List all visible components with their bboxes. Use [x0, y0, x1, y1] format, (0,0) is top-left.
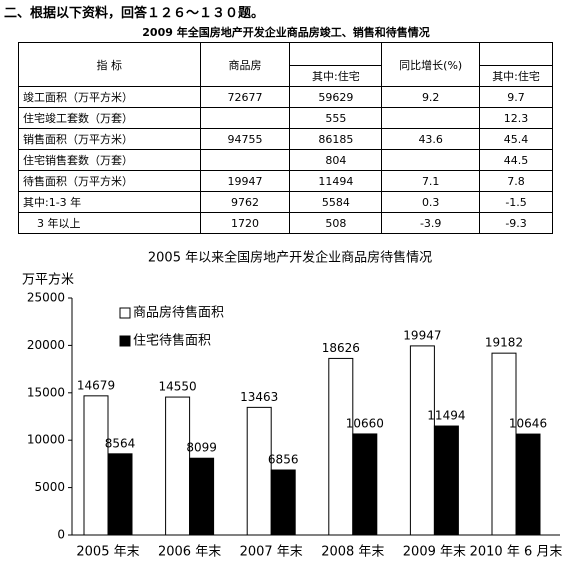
- cell: 94755: [199, 128, 291, 150]
- bar: [515, 433, 541, 536]
- value-label: 19947: [403, 328, 441, 342]
- cell: [381, 107, 481, 129]
- row-label: 住宅销售套数（万套）: [18, 149, 201, 171]
- value-label: 10646: [509, 417, 547, 431]
- value-label: 18626: [322, 341, 360, 355]
- cell: -9.3: [479, 212, 553, 234]
- value-label: 8564: [105, 436, 136, 450]
- cell: -1.5: [479, 191, 553, 213]
- chart-title: 2005 年以来全国房地产开发企业商品房待售情况: [148, 250, 432, 266]
- y-tick-label: 15000: [27, 385, 65, 399]
- bar: [409, 345, 435, 536]
- value-label: 19182: [485, 336, 523, 350]
- cell: 86185: [289, 128, 383, 150]
- cell: 508: [289, 212, 383, 234]
- legend-label: 住宅待售面积: [133, 333, 211, 349]
- row-label: 住宅竣工套数（万套）: [18, 107, 201, 129]
- legend-label: 商品房待售面积: [133, 305, 224, 321]
- y-tick-label: 10000: [27, 433, 65, 447]
- bar: [270, 469, 296, 536]
- cell: 12.3: [479, 107, 553, 129]
- bar: [83, 395, 109, 536]
- x-tick-label: 2010 年 6 月末: [470, 545, 563, 560]
- cell: 43.6: [381, 128, 481, 150]
- bar: [189, 457, 215, 536]
- data-table: 指 标商品房 同比增长(%) 其中:住宅 其中:住宅竣工面积（万平方米） 72677 59…: [18, 42, 553, 234]
- cell: 45.4: [479, 128, 553, 150]
- cell: 9762: [199, 191, 291, 213]
- y-tick-label: 5000: [34, 480, 65, 494]
- x-tick-label: 2006 年末: [158, 545, 221, 560]
- cell: 72677: [199, 86, 291, 108]
- header-cell: 商品房: [199, 42, 291, 87]
- cell: 0.3: [381, 191, 481, 213]
- legend-swatch: [119, 335, 131, 347]
- value-label: 11494: [427, 409, 465, 423]
- value-label: 14679: [77, 378, 115, 392]
- cell: [199, 107, 291, 129]
- row-label: 3 年以上: [18, 212, 201, 234]
- header-cell: [479, 42, 553, 66]
- cell: 9.7: [479, 86, 553, 108]
- row-label: 竣工面积（万平方米）: [18, 86, 201, 108]
- cell: 7.8: [479, 170, 553, 192]
- cell: 11494: [289, 170, 383, 192]
- chart: 2005 年以来全国房地产开发企业商品房待售情况 万平方米 0 5000 10000…: [22, 250, 563, 560]
- row-label: 销售面积（万平方米）: [18, 128, 201, 150]
- x-tick-label: 2007 年末: [240, 545, 303, 560]
- cell: 555: [289, 107, 383, 129]
- cell: 59629: [289, 86, 383, 108]
- y-tick-label: 20000: [27, 338, 65, 352]
- cell: 5584: [289, 191, 383, 213]
- cell: 44.5: [479, 149, 553, 171]
- cell: 7.1: [381, 170, 481, 192]
- row-label: 待售面积（万平方米）: [18, 170, 201, 192]
- bar: [165, 396, 191, 536]
- y-tick-label: 0: [57, 528, 65, 542]
- bar: [328, 357, 354, 536]
- bar: [107, 453, 133, 536]
- x-tick-label: 2009 年末: [403, 545, 466, 560]
- value-label: 14550: [159, 380, 197, 394]
- table-title: 2009 年全国房地产开发企业商品房竣工、销售和待售情况: [142, 26, 430, 39]
- y-axis-label: 万平方米: [22, 272, 74, 288]
- header-cell: [289, 42, 383, 66]
- cell: -3.9: [381, 212, 481, 234]
- cell: 9.2: [381, 86, 481, 108]
- header-cell: 其中:住宅: [289, 65, 383, 87]
- bar: [433, 425, 459, 536]
- bar: [352, 433, 378, 536]
- row-label: 其中:1-3 年: [18, 191, 201, 213]
- bar: [246, 406, 272, 536]
- value-label: 10660: [346, 416, 384, 430]
- header-cell: 指 标: [18, 42, 201, 87]
- cell: 804: [289, 149, 383, 171]
- value-label: 6856: [268, 453, 299, 467]
- header-cell: 其中:住宅: [479, 65, 553, 87]
- x-tick-label: 2008 年末: [321, 545, 384, 560]
- x-tick-label: 2005 年末: [76, 545, 139, 560]
- y-tick-label: 25000: [27, 291, 65, 305]
- value-label: 8099: [186, 441, 217, 455]
- value-label: 13463: [240, 390, 278, 404]
- cell: [199, 149, 291, 171]
- cell: [381, 149, 481, 171]
- header-cell: 同比增长(%): [381, 42, 481, 87]
- cell: 19947: [199, 170, 291, 192]
- legend-swatch: [119, 307, 131, 319]
- header: 二、根据以下资料，回答１２６～１３０题。: [4, 6, 265, 21]
- cell: 1720: [199, 212, 291, 234]
- bar: [491, 352, 517, 536]
